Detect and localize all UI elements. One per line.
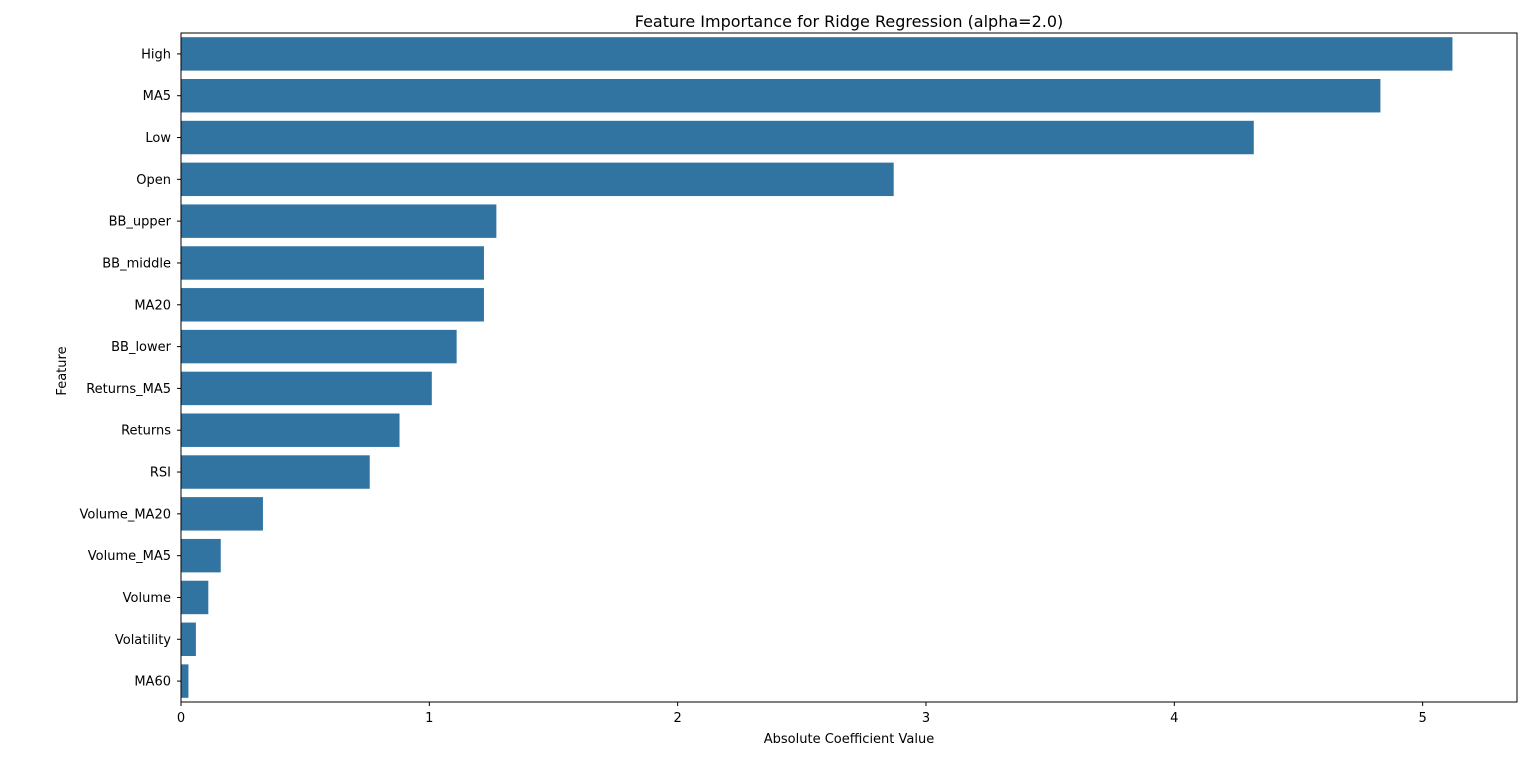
y-tick-label: Volume (123, 591, 171, 606)
y-tick-label: Returns_MA5 (86, 382, 171, 397)
chart-title: Feature Importance for Ridge Regression … (635, 12, 1064, 31)
bar-returns (181, 413, 400, 447)
y-tick-label: Volume_MA20 (79, 507, 171, 522)
y-tick-label: High (141, 47, 171, 62)
y-tick-label: MA20 (134, 298, 171, 313)
x-axis-label: Absolute Coefficient Value (764, 732, 934, 747)
x-tick-label: 0 (177, 711, 185, 726)
y-axis-label: Feature (55, 346, 70, 395)
bar-open (181, 162, 894, 197)
bar-volume-ma5 (181, 538, 221, 573)
y-tick-label: BB_upper (109, 215, 172, 230)
bar-ma20 (181, 288, 484, 322)
bar-returns-ma5 (181, 371, 432, 406)
x-ticks-group: 0 1 2 3 4 5 (177, 702, 1427, 726)
y-tick-label: BB_lower (111, 340, 172, 355)
bar-volume (181, 580, 209, 615)
x-tick-label: 2 (674, 711, 682, 726)
x-tick-label: 1 (425, 711, 433, 726)
x-tick-label: 4 (1170, 711, 1178, 726)
y-tick-label: Returns (121, 424, 171, 439)
plot-frame (180, 32, 1518, 703)
y-tick-label: Low (145, 131, 171, 146)
y-tick-label: MA60 (134, 675, 171, 690)
bar-bb-lower (181, 329, 457, 364)
y-ticks-group: High MA5 Low Open BB_upper BB_middle MA20 BB_lo… (79, 47, 181, 690)
y-tick-label: MA5 (143, 89, 171, 104)
y-tick-label: Volatility (115, 633, 171, 648)
x-tick-label: 5 (1418, 711, 1426, 726)
y-tick-label: Open (136, 173, 171, 188)
bar-high (181, 37, 1453, 71)
y-tick-label: BB_middle (102, 256, 171, 271)
bar-bb-upper (181, 204, 497, 238)
bar-volume-ma20 (181, 497, 263, 531)
bar-volatility (181, 622, 196, 657)
bar-rsi (181, 455, 370, 489)
x-tick-label: 3 (922, 711, 930, 726)
y-tick-label: Volume_MA5 (88, 549, 171, 564)
bar-bb-middle (181, 246, 484, 280)
bar-ma5 (181, 78, 1381, 113)
bar-low (181, 120, 1254, 155)
y-tick-label: RSI (150, 466, 171, 481)
bar-ma60 (181, 664, 189, 698)
bars-group (181, 37, 1453, 698)
